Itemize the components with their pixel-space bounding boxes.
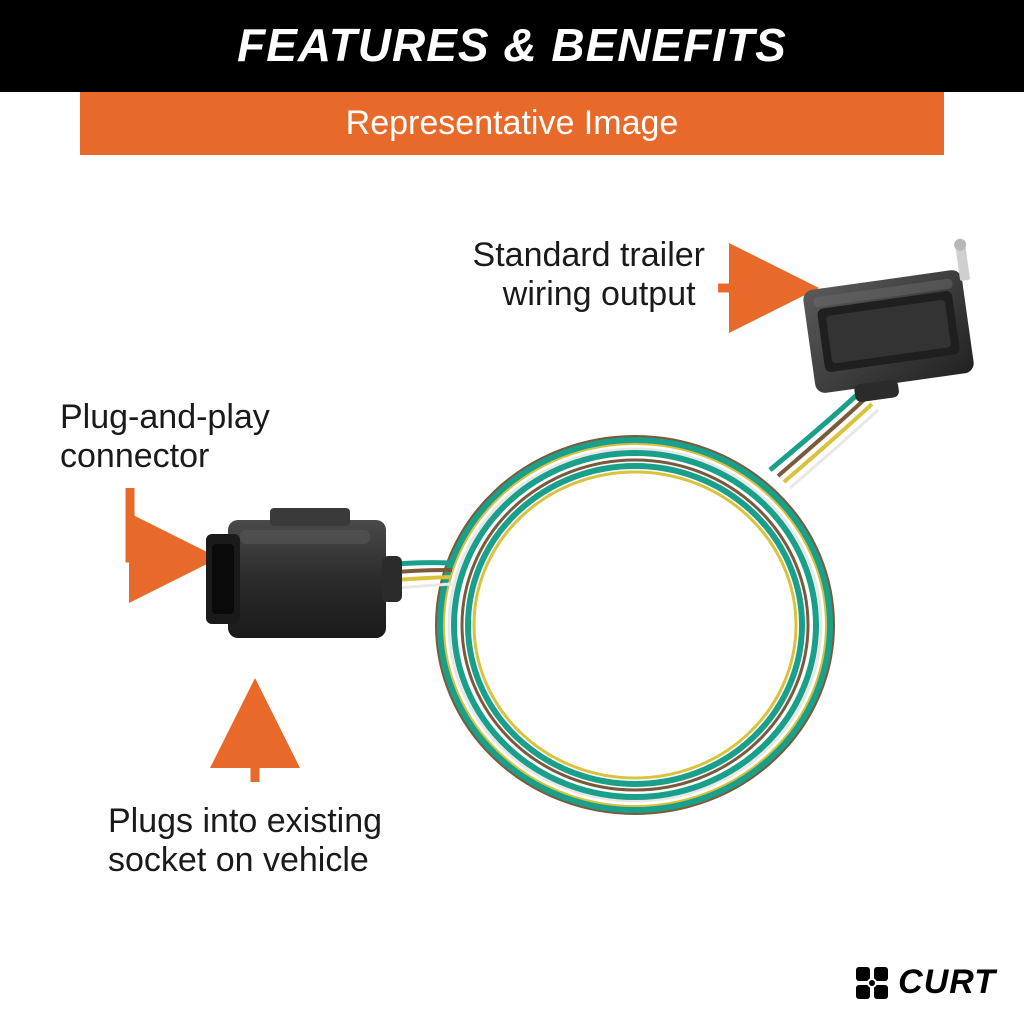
callout-plug-play-line2: connector (60, 437, 209, 475)
callout-plugs-into-line2: socket on vehicle (108, 841, 369, 879)
connector-trailer-output (798, 238, 986, 408)
subheader-label: Representative Image (346, 104, 679, 142)
header-title: FEATURES & BENEFITS (237, 19, 787, 71)
callout-plugs-into-line1: Plugs into existing (108, 802, 382, 840)
header-bar: FEATURES & BENEFITS (0, 0, 1024, 92)
wire-lead-top (770, 392, 878, 488)
callout-plug-play: Plug-and-play connector (60, 398, 270, 476)
arrow-plug-play (130, 488, 192, 558)
callout-plug-play-line1: Plug-and-play (60, 398, 270, 436)
callout-plugs-into: Plugs into existing socket on vehicle (108, 802, 382, 880)
callout-trailer-output-line1: Standard trailer (473, 236, 705, 274)
wire-coil (437, 437, 833, 813)
wire-lead-left (398, 563, 452, 588)
callout-trailer-output-line2: wiring output (503, 275, 696, 313)
callout-trailer-output: Standard trailer wiring output (395, 236, 705, 314)
brand-logo-text: CURT (898, 963, 996, 1002)
connector-plug-play (206, 508, 402, 638)
brand-logo: CURT (854, 963, 996, 1002)
brand-logo-icon (854, 965, 890, 1001)
subheader-bar: Representative Image (80, 92, 944, 155)
